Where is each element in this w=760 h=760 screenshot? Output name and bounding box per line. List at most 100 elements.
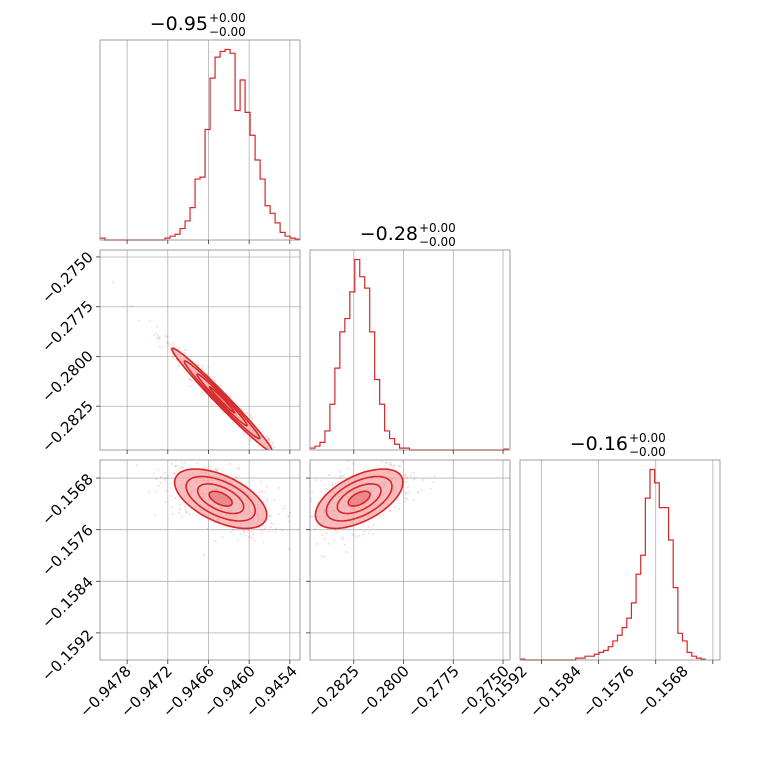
sample-point: [229, 394, 232, 397]
title-diag-0-value: −0.95: [150, 13, 208, 35]
sample-point: [272, 499, 275, 502]
sample-point: [267, 530, 270, 533]
sample-point: [297, 519, 299, 521]
sample-point: [171, 512, 174, 515]
x-tick-label: −0.1568: [633, 662, 692, 721]
sample-point: [412, 498, 415, 501]
x-tick-label: −0.1584: [526, 662, 585, 721]
sample-point: [157, 468, 160, 471]
sample-point: [240, 533, 243, 536]
sample-point: [429, 487, 432, 490]
sample-point: [261, 529, 264, 532]
sample-point: [430, 452, 432, 454]
y-tick-label: −0.2800: [38, 347, 97, 406]
sample-point: [389, 461, 392, 464]
sample-point: [264, 525, 267, 528]
sample-point: [372, 523, 375, 526]
sample-point: [171, 451, 173, 453]
panel-frame: [99, 39, 301, 241]
sample-point: [265, 486, 268, 489]
sample-point: [135, 464, 138, 467]
sample-point: [158, 337, 161, 340]
sample-point: [399, 465, 402, 468]
sample-point: [184, 510, 187, 513]
sample-point: [201, 391, 204, 394]
sample-point: [230, 531, 233, 534]
sample-point: [275, 453, 277, 455]
sample-point: [166, 342, 169, 345]
y-tick-label: −0.1568: [38, 470, 97, 529]
sample-point: [268, 438, 271, 441]
contour-level: [196, 483, 245, 515]
sample-point: [166, 341, 169, 344]
sample-point: [178, 508, 181, 511]
sample-point: [184, 349, 187, 352]
sample-point: [219, 384, 222, 387]
sample-point: [159, 481, 162, 484]
sample-point: [285, 454, 287, 456]
sample-point: [188, 377, 191, 380]
sample-point: [287, 515, 290, 518]
sample-point: [240, 407, 243, 410]
sample-point: [164, 501, 167, 504]
title-diag-2-minus: −0.00: [629, 445, 666, 459]
title-diag-2: −0.16 +0.00 −0.00: [570, 431, 666, 459]
sample-point: [367, 525, 370, 528]
sample-point: [152, 334, 155, 337]
sample-point: [403, 497, 406, 500]
panel-frame: [99, 459, 301, 661]
sample-point: [404, 474, 407, 477]
sample-point: [368, 532, 371, 535]
sample-point: [242, 529, 245, 532]
sample-point: [351, 462, 354, 465]
y-tick-label: −0.1592: [38, 626, 97, 685]
sample-point: [169, 342, 172, 345]
sample-point: [206, 527, 209, 530]
sample-point: [244, 534, 247, 537]
sample-point: [155, 478, 158, 481]
contour-level: [183, 360, 261, 440]
sample-point: [243, 432, 246, 435]
contour-level: [208, 385, 236, 414]
sample-point: [381, 460, 384, 463]
sample-point: [323, 556, 326, 559]
panel-frame: [309, 459, 511, 661]
title-diag-0-plus: +0.00: [209, 11, 246, 25]
sample-point: [170, 495, 173, 498]
sample-point: [403, 491, 406, 494]
sample-point: [372, 533, 375, 536]
sample-point: [161, 346, 164, 349]
sample-point: [385, 461, 388, 464]
sample-point: [236, 475, 239, 478]
sample-point: [398, 507, 401, 510]
scatter-off-2-0: [135, 451, 292, 557]
sample-point: [178, 512, 181, 515]
sample-point: [188, 378, 191, 381]
sample-point: [261, 532, 264, 535]
sample-point: [379, 514, 382, 517]
sample-point: [409, 474, 412, 477]
sample-point: [172, 341, 175, 344]
sample-point: [281, 529, 284, 532]
sample-point: [357, 534, 360, 537]
sample-point: [412, 471, 415, 474]
sample-point: [195, 454, 197, 456]
sample-point: [273, 450, 275, 452]
x-tick-label: −0.2825: [304, 662, 363, 721]
sample-point: [200, 367, 203, 370]
sample-point: [400, 457, 402, 459]
y-tick-label: −0.1584: [38, 573, 97, 632]
sample-point: [339, 475, 342, 478]
sample-point: [265, 435, 268, 438]
sample-point: [257, 445, 260, 448]
sample-point: [173, 472, 176, 475]
sample-point: [165, 489, 168, 492]
sample-point: [177, 365, 180, 368]
sample-point: [231, 529, 234, 532]
sample-point: [179, 467, 182, 470]
sample-point: [282, 507, 285, 510]
sample-point: [181, 515, 184, 518]
sample-point: [208, 401, 211, 404]
sample-point: [171, 462, 174, 465]
